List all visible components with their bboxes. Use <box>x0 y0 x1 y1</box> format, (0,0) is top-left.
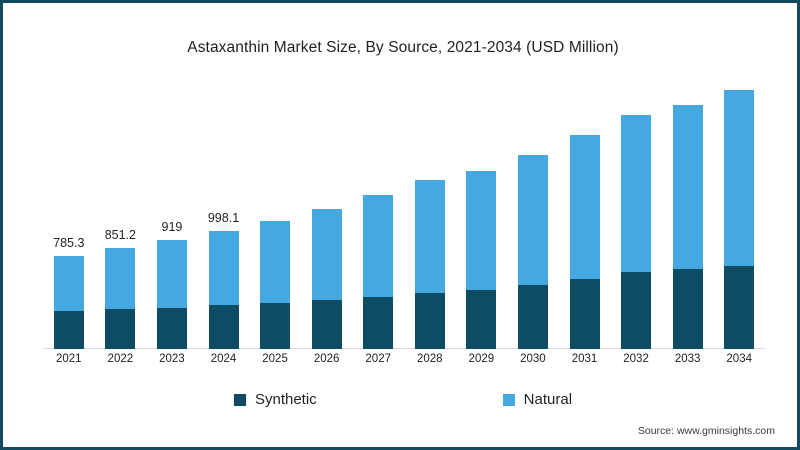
legend-item-natural[interactable]: Natural <box>502 391 573 408</box>
x-axis-tick-2031: 2031 <box>571 353 598 365</box>
x-axis-tick-2027: 2027 <box>365 353 391 365</box>
bar-segment-synthetic[interactable] <box>105 309 136 349</box>
x-axis-tick-2033: 2033 <box>674 353 701 365</box>
bar-segment-synthetic[interactable] <box>208 305 239 349</box>
bar-segment-natural[interactable] <box>260 220 291 303</box>
x-axis-tick-2028: 2028 <box>416 353 443 365</box>
bar-segment-synthetic[interactable] <box>414 292 445 349</box>
x-axis-tick-2021: 2021 <box>55 353 82 365</box>
bar-group[interactable] <box>414 179 445 349</box>
x-axis-tick-2022: 2022 <box>107 353 134 365</box>
bar-group[interactable]: 785.3 <box>53 236 84 349</box>
legend-item-synthetic[interactable]: Synthetic <box>233 391 317 408</box>
bar-segment-natural[interactable] <box>363 194 394 297</box>
bar-segment-synthetic[interactable] <box>311 299 342 349</box>
x-axis-tick-2030: 2030 <box>520 353 546 365</box>
bar-segment-synthetic[interactable] <box>466 290 497 349</box>
bar-group[interactable] <box>466 170 497 349</box>
bar-segment-synthetic[interactable] <box>724 266 755 349</box>
bar-segment-natural[interactable] <box>569 135 600 280</box>
x-axis-tick-2029: 2029 <box>468 353 495 365</box>
x-axis-tick-labels: 2021 2022 2023 2024 2025 2026 2027 2028 2029 2030… <box>43 353 765 371</box>
bar-segment-synthetic[interactable] <box>363 296 394 349</box>
bar-segment-natural[interactable] <box>621 115 652 273</box>
bar-group[interactable] <box>363 194 394 349</box>
x-axis-tick-2023: 2023 <box>159 353 185 365</box>
bar-segment-synthetic[interactable] <box>156 307 187 349</box>
chart-legend: Synthetic Natural <box>3 391 797 408</box>
bar-group[interactable]: 919 <box>156 220 187 349</box>
x-axis-line <box>43 348 765 349</box>
x-axis-tick-2024: 2024 <box>210 353 237 365</box>
bar-segment-synthetic[interactable] <box>517 285 548 349</box>
bar-segment-natural[interactable] <box>672 105 703 270</box>
legend-swatch-natural <box>502 393 515 406</box>
bar-value-label: 785.3 <box>53 235 85 250</box>
bar-group[interactable]: 998.1 <box>208 211 239 349</box>
bar-value-label: 851.2 <box>104 228 136 243</box>
bar-segment-synthetic[interactable] <box>569 279 600 349</box>
legend-swatch-synthetic <box>233 393 246 406</box>
bar-value-label: 919 <box>161 220 183 235</box>
x-axis-tick-2032: 2032 <box>623 353 649 365</box>
bar-segment-natural[interactable] <box>208 230 239 306</box>
bar-segment-natural[interactable] <box>156 240 187 308</box>
source-note: Source: www.gminsights.com <box>637 425 775 437</box>
bar-group[interactable] <box>672 105 703 349</box>
bar-segment-natural[interactable] <box>311 208 342 300</box>
bar-group[interactable] <box>621 115 652 349</box>
bar-segment-natural[interactable] <box>53 256 84 312</box>
bar-segment-synthetic[interactable] <box>621 272 652 349</box>
bar-segment-natural[interactable] <box>105 248 136 310</box>
bar-segment-synthetic[interactable] <box>672 269 703 349</box>
bar-segment-natural[interactable] <box>414 179 445 293</box>
legend-label-natural: Natural <box>523 391 573 408</box>
bar-segment-synthetic[interactable] <box>53 311 84 349</box>
x-axis-tick-2026: 2026 <box>313 353 340 365</box>
bar-group[interactable] <box>517 154 548 349</box>
bar-segment-synthetic[interactable] <box>260 302 291 349</box>
bar-group[interactable] <box>260 220 291 349</box>
chart-title: Astaxanthin Market Size, By Source, 2021… <box>187 39 619 56</box>
bar-group[interactable]: 851.2 <box>105 228 136 349</box>
bar-segment-natural[interactable] <box>517 154 548 286</box>
bar-group[interactable] <box>569 135 600 349</box>
x-axis-tick-2034: 2034 <box>726 353 752 365</box>
plot-area: 785.3 851.2 919 998.1 <box>43 73 765 349</box>
bar-group[interactable] <box>724 89 755 349</box>
bar-value-label: 998.1 <box>207 210 240 225</box>
bar-segment-natural[interactable] <box>466 170 497 291</box>
legend-label-synthetic: Synthetic <box>254 391 317 408</box>
bar-group[interactable] <box>311 208 342 349</box>
x-axis-tick-2025: 2025 <box>262 353 288 365</box>
bar-segment-natural[interactable] <box>724 89 755 267</box>
